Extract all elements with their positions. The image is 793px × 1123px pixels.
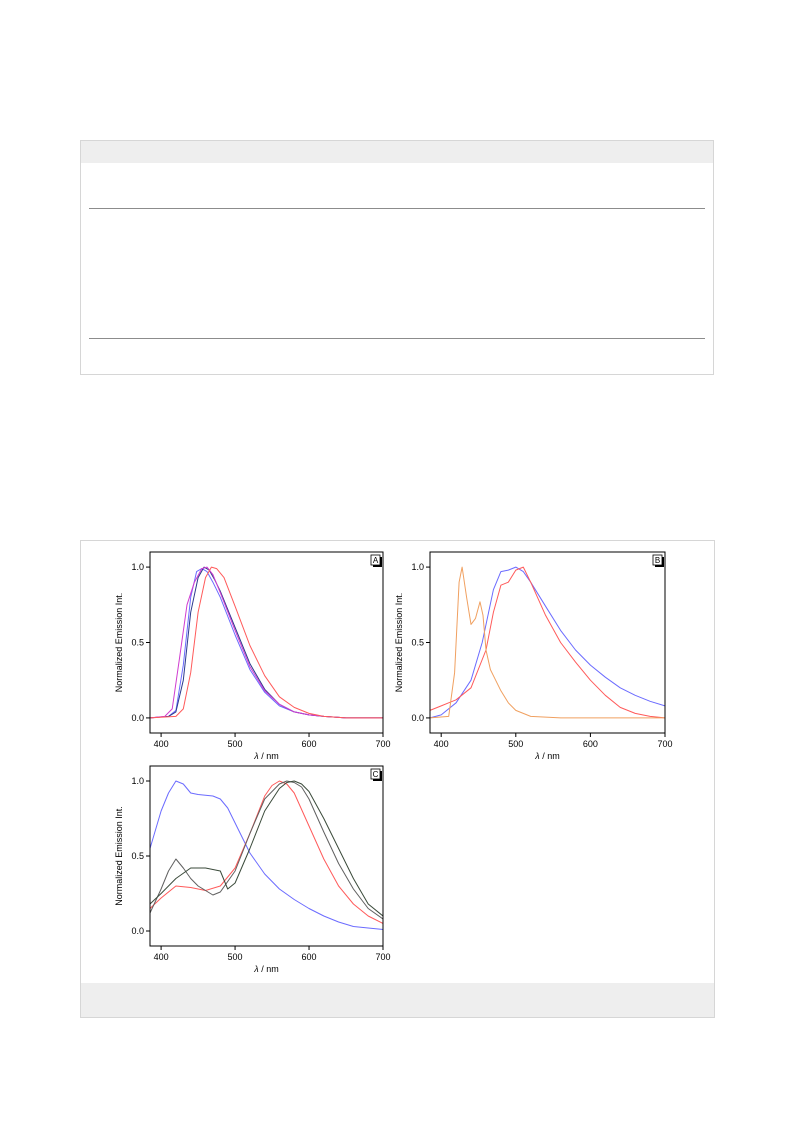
panel-letter-box [370, 768, 381, 780]
y-tick-label: 1.0 [131, 562, 144, 572]
y-axis-label: Normalized Emission Int. [114, 593, 124, 693]
y-tick-label: 0.0 [411, 713, 424, 723]
x-tick-label: 400 [154, 739, 169, 749]
x-axis-label: λ / nm [534, 751, 559, 761]
series-line-A-navy [149, 566, 383, 719]
series-line-A-blue [149, 568, 383, 719]
y-tick-label: 1.0 [131, 776, 144, 786]
x-tick-label: 500 [228, 739, 243, 749]
x-tick-label: 500 [228, 952, 243, 962]
series-line-B-orange [429, 566, 665, 719]
panel-letter: B [655, 556, 660, 565]
x-tick-label: 400 [434, 739, 449, 749]
x-tick-label: 600 [302, 739, 317, 749]
plot-frame [429, 551, 666, 734]
y-tick-label: 0.0 [131, 713, 144, 723]
x-tick-label: 600 [583, 739, 598, 749]
x-tick-label: 700 [375, 739, 390, 749]
panel-A: 400 500 600 700 0.0 0.5 1.0 λ / nm Normalized Em… [114, 551, 391, 761]
x-axis-label: λ / nm [253, 751, 278, 761]
table-header-band [81, 141, 713, 163]
x-tick-label: 700 [657, 739, 672, 749]
series-line-B-blue [429, 566, 666, 719]
y-axis-label: Normalized Emission Int. [114, 806, 124, 906]
y-tick-label: 0.0 [131, 926, 144, 936]
series-line-C-gray [149, 780, 384, 920]
series-line-C-darkgray [149, 780, 384, 917]
x-tick-label: 700 [375, 952, 390, 962]
x-tick-label: 600 [302, 952, 317, 962]
x-tick-label: 500 [508, 739, 523, 749]
empty-table-frame [80, 140, 714, 375]
x-tick-label: 400 [154, 952, 169, 962]
y-tick-label: 0.5 [131, 851, 144, 861]
panel-B: 400 500 600 700 0.0 0.5 1.0 λ / nm Normalized Em… [394, 551, 673, 761]
series-line-A-red [149, 566, 383, 719]
series-line-B-red [429, 566, 666, 719]
table-rule-top [89, 208, 705, 209]
series-line-C-blue [149, 780, 384, 930]
panel-letter: C [373, 770, 379, 779]
series-line-C-red [149, 780, 384, 924]
y-tick-label: 0.5 [411, 638, 424, 648]
panel-letter: A [373, 556, 379, 565]
panel-C: 400 500 600 700 0.0 0.5 1.0 λ / nm Normalized Em… [114, 765, 391, 974]
panel-letter-box [370, 554, 381, 566]
panel-letter-box [652, 554, 663, 566]
y-tick-label: 0.5 [131, 638, 144, 648]
table-rule-bottom [89, 338, 705, 339]
x-axis-label: λ / nm [253, 964, 278, 974]
y-tick-label: 1.0 [411, 562, 424, 572]
plot-frame [149, 551, 384, 734]
y-axis-label: Normalized Emission Int. [394, 593, 404, 693]
figure-frame [80, 540, 715, 1018]
figure-caption-band [81, 983, 714, 1017]
series-line-A-magenta [149, 566, 383, 719]
